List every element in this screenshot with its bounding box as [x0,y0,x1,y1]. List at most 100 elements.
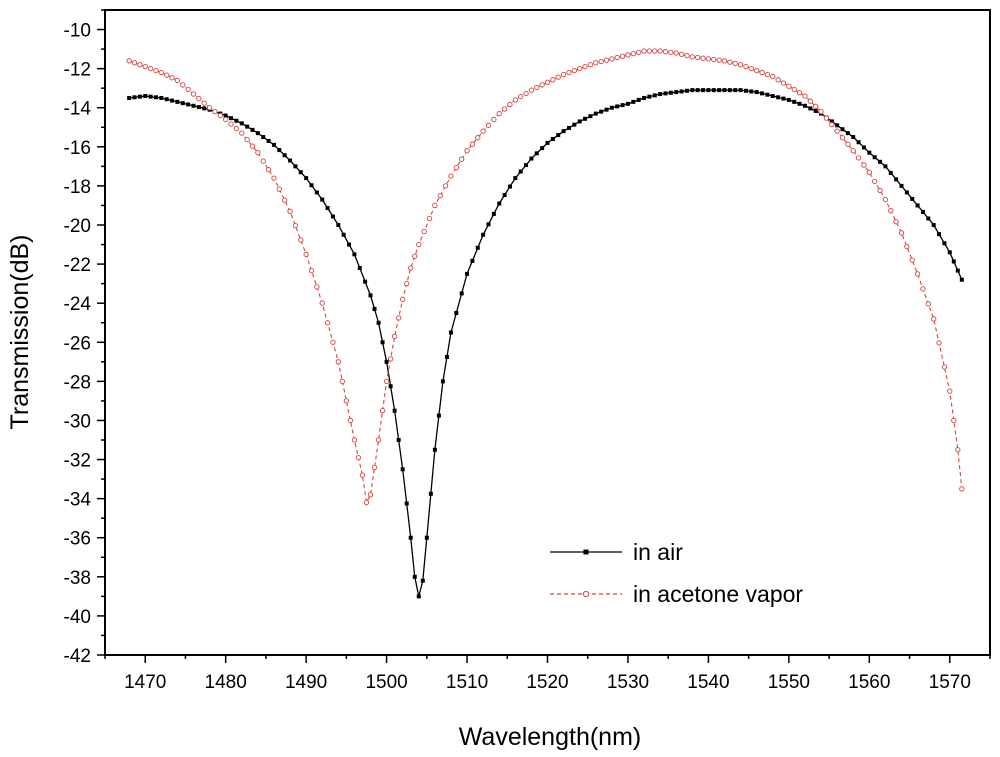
data-point [861,162,867,168]
data-point [250,127,255,132]
data-point [947,250,952,255]
data-point [951,417,957,424]
y-tick-label: -34 [64,490,92,511]
data-point [808,106,813,111]
data-point [668,90,673,95]
x-tick-label: 1520 [526,672,568,693]
data-point [705,56,712,62]
data-point [459,291,464,296]
data-point [164,97,169,102]
data-point [308,267,315,274]
x-tick-label: 1490 [285,672,327,693]
data-point [459,156,465,162]
series-in-acetone-vapor [126,48,965,506]
data-point [599,109,604,114]
data-point [834,128,840,134]
data-point [658,92,663,97]
data-point [925,301,931,307]
data-point [813,108,818,113]
data-point [603,57,610,63]
data-point [759,69,765,76]
data-point [190,91,197,97]
data-point [347,242,352,247]
data-point [507,184,512,189]
data-point [951,259,956,264]
data-point [888,170,893,175]
data-point [937,232,942,237]
data-point [206,105,213,111]
x-tick-label: 1540 [687,672,729,693]
data-point [636,49,642,55]
data-point [748,65,754,72]
data-point [727,59,733,65]
data-point [835,123,840,128]
data-point [271,175,277,181]
data-point [304,176,309,181]
y-tick-label: -22 [64,255,91,276]
data-point [147,65,154,72]
data-point [904,243,910,250]
data-point [501,106,508,112]
data-point [437,193,443,199]
data-point [408,535,413,540]
y-tick-label: -42 [64,646,91,667]
data-point [392,408,397,413]
series-layer [126,48,965,599]
data-point [893,219,899,225]
data-point [668,49,674,55]
data-point [400,467,405,472]
data-point [170,98,175,103]
data-point [276,186,282,192]
data-point [131,60,138,66]
data-point [233,125,240,132]
data-point [959,486,965,492]
data-point [400,296,406,302]
data-point [363,279,368,284]
data-point [260,158,266,164]
data-point [926,216,931,221]
data-point [266,138,271,143]
data-point [722,88,727,93]
data-point [376,320,381,325]
data-point [716,57,722,63]
data-point [711,88,716,93]
data-point [475,135,481,141]
data-point [432,447,437,452]
series-in-air [127,88,964,599]
data-point [229,116,234,121]
data-point [540,146,545,151]
data-point [856,140,861,145]
data-point [464,148,470,154]
data-point [754,90,759,95]
data-point [330,339,336,345]
data-point [387,356,394,362]
data-point [625,52,631,58]
data-point [408,265,414,271]
data-point [764,71,771,78]
data-point [615,104,620,109]
data-point [470,258,475,263]
data-point [583,116,588,121]
data-point [339,378,345,385]
data-point [485,122,492,128]
data-point [351,437,358,443]
data-point [137,62,143,68]
data-point [646,48,653,54]
data-point [689,54,695,60]
data-point [717,88,722,93]
data-point [673,50,679,56]
data-point [652,93,657,98]
data-point [555,74,561,80]
data-point [942,241,947,246]
data-point [898,230,905,236]
data-point [325,206,330,211]
data-point [528,87,535,93]
data-point [770,73,776,80]
x-tick-label: 1550 [768,672,810,693]
y-tick-label: -16 [64,138,91,159]
data-point [737,62,744,68]
data-point [465,271,470,276]
data-point [652,48,658,54]
data-point [380,340,385,345]
legend-marker-in-acetone-vapor [582,590,590,598]
